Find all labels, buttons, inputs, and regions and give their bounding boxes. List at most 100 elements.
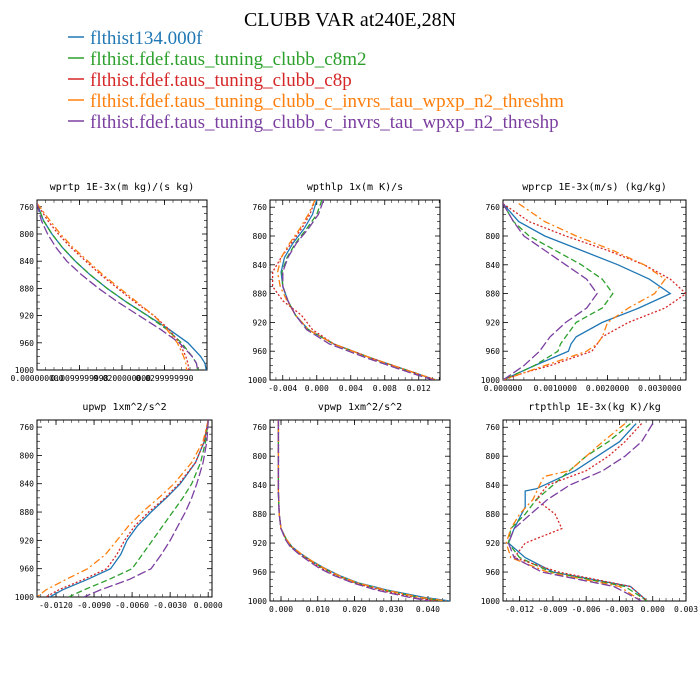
- y-tick-label: 1000: [481, 376, 500, 385]
- y-tick-label: 960: [20, 339, 35, 348]
- x-tick-label: -0.0060: [115, 601, 149, 610]
- y-tick-label: 880: [253, 510, 268, 519]
- plot-frame: [502, 199, 687, 381]
- series-line: [37, 203, 188, 370]
- series-line: [37, 203, 199, 370]
- y-tick-label: 880: [486, 510, 501, 519]
- x-tick-label: 0.010: [306, 605, 330, 614]
- y-tick-label: 840: [253, 481, 268, 490]
- y-tick-label: 760: [253, 423, 268, 432]
- y-tick-label: 920: [253, 539, 268, 548]
- series-line: [507, 423, 654, 601]
- figure-title: CLUBB VAR at240E,28N: [244, 9, 456, 31]
- y-tick-label: 800: [486, 452, 501, 461]
- x-tick-label: 0.003: [674, 605, 698, 614]
- x-tick-label: -0.012: [505, 605, 534, 614]
- x-tick-label: -0.006: [572, 605, 601, 614]
- plot-frame: [269, 419, 451, 602]
- y-tick-label: 800: [253, 232, 268, 241]
- x-tick-label: 0.000: [641, 605, 665, 614]
- series-line: [503, 203, 598, 380]
- panel-title: wprtp 1E-3x(m kg)/(s kg): [50, 182, 195, 193]
- chart-panel: wprcp 1E-3x(m/s) (kg/kg) 760 800 840 880 920 9…: [481, 182, 687, 393]
- series-line: [37, 420, 209, 597]
- series-line: [507, 423, 648, 601]
- y-tick-label: 760: [486, 423, 501, 432]
- series-line: [276, 200, 437, 380]
- x-tick-label: 0.0299999990: [136, 374, 194, 383]
- y-tick-label: 880: [253, 290, 268, 299]
- y-tick-label: 960: [253, 568, 268, 577]
- x-tick-label: 0.030: [379, 605, 403, 614]
- y-tick-label: 760: [20, 423, 35, 432]
- x-tick-label: 0.004: [339, 384, 363, 393]
- y-tick-label: 880: [486, 290, 501, 299]
- series-line: [277, 420, 443, 601]
- y-tick-label: 760: [253, 203, 268, 212]
- y-tick-label: 1000: [481, 597, 500, 606]
- chart-panel: wpthlp 1x(m K)/s 760 800 840 880 920 960 1000-0…: [248, 182, 441, 393]
- series-line: [37, 203, 190, 370]
- y-tick-label: 880: [20, 284, 35, 293]
- y-tick-label: 920: [486, 318, 501, 327]
- panels: wprtp 1E-3x(m kg)/(s kg) 760 800 840 880 920 9…: [11, 182, 699, 614]
- x-tick-label: 0.020: [342, 605, 366, 614]
- series-line: [503, 203, 667, 380]
- y-tick-label: 920: [253, 318, 268, 327]
- y-tick-label: 840: [253, 261, 268, 270]
- y-tick-label: 840: [20, 480, 35, 489]
- x-tick-label: -0.003: [605, 605, 634, 614]
- x-tick-label: 0.000: [269, 605, 293, 614]
- y-tick-label: 840: [20, 257, 35, 266]
- plot-frame: [502, 419, 687, 602]
- series-line: [507, 423, 648, 601]
- x-tick-label: -0.0120: [39, 601, 73, 610]
- x-tick-label: -0.0030: [153, 601, 187, 610]
- plot-frame: [269, 199, 441, 381]
- series-line: [513, 423, 648, 601]
- x-tick-label: 0.000000: [484, 384, 523, 393]
- series-line: [271, 200, 437, 380]
- y-tick-label: 840: [486, 261, 501, 270]
- y-tick-label: 960: [486, 568, 501, 577]
- x-tick-label: 0.0030000: [638, 384, 682, 393]
- x-tick-label: 0.0200000000: [93, 374, 151, 383]
- series-line: [503, 203, 686, 380]
- y-tick-label: 760: [20, 203, 35, 212]
- series-line: [503, 203, 672, 380]
- series-line: [277, 420, 450, 601]
- panel-title: vpwp 1xm^2/s^2: [318, 402, 402, 413]
- x-tick-label: -0.009: [538, 605, 567, 614]
- legend: flthist134.000f flthist.fdef.taus_tuning_…: [68, 28, 564, 133]
- plot-frame: [36, 419, 213, 598]
- y-tick-label: 760: [486, 203, 501, 212]
- chart-panel: vpwp 1xm^2/s^2 760 800 840 880 920 960 10000.00…: [248, 402, 451, 614]
- legend-entry: flthist.fdef.taus_tuning_clubb_c_invrs_t…: [90, 91, 564, 112]
- y-tick-label: 800: [253, 452, 268, 461]
- x-tick-label: -0.004: [268, 384, 297, 393]
- chart-panel: wprtp 1E-3x(m kg)/(s kg) 760 800 840 880 920 9…: [11, 182, 208, 383]
- series-line: [503, 203, 614, 380]
- series-line: [277, 420, 447, 601]
- y-tick-label: 1000: [15, 593, 34, 602]
- y-tick-label: 800: [20, 451, 35, 460]
- y-tick-label: 800: [486, 232, 501, 241]
- y-tick-label: 920: [20, 312, 35, 321]
- panel-title: wpthlp 1x(m K)/s: [307, 182, 403, 193]
- y-tick-label: 920: [20, 536, 35, 545]
- x-tick-label: 0.0010000: [534, 384, 578, 393]
- x-tick-label: 0.000: [305, 384, 329, 393]
- y-tick-label: 920: [486, 539, 501, 548]
- x-tick-label: 0.012: [407, 384, 431, 393]
- x-tick-label: 0.008: [373, 384, 397, 393]
- series-line: [277, 420, 430, 601]
- y-tick-label: 840: [486, 481, 501, 490]
- y-tick-label: 960: [486, 347, 501, 356]
- x-tick-label: 0.0099999998: [51, 374, 109, 383]
- y-tick-label: 880: [20, 508, 35, 517]
- panel-title: wprcp 1E-3x(m/s) (kg/kg): [522, 182, 667, 193]
- series-line: [83, 420, 209, 597]
- panel-title: rtpthlp 1E-3x(kg K)/kg: [528, 402, 660, 413]
- legend-entry: flthist134.000f: [90, 28, 203, 49]
